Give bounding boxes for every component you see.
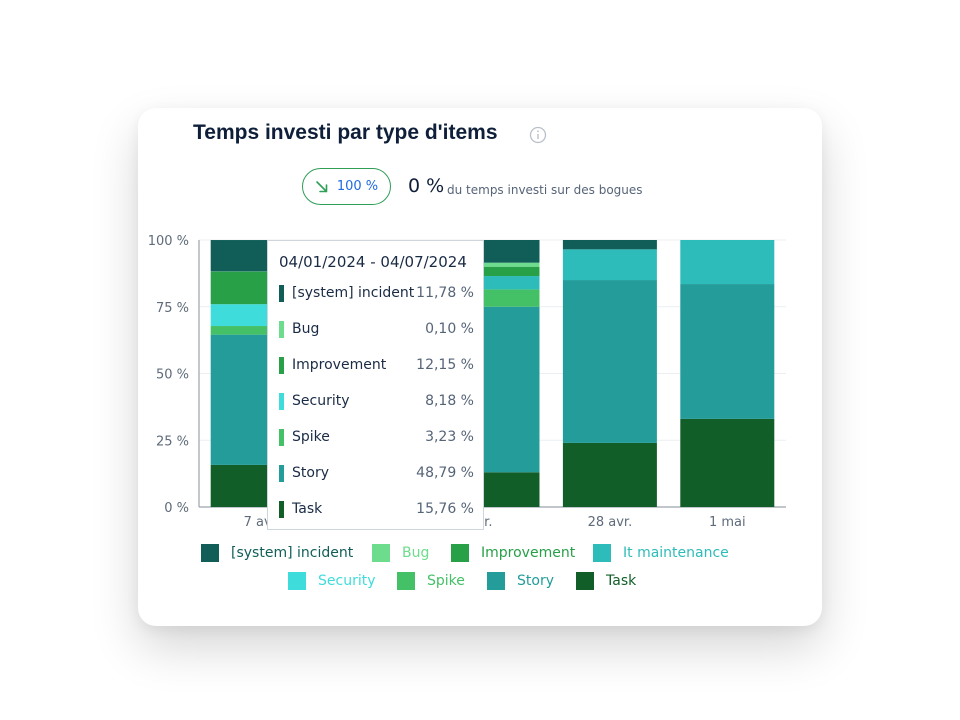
tooltip-series-value: 8,18 % bbox=[425, 393, 474, 409]
tooltip-series-name: Story bbox=[292, 465, 329, 481]
bar-segment bbox=[680, 418, 775, 507]
y-tick-label: 50 % bbox=[156, 368, 189, 383]
legend-label: Story bbox=[517, 573, 554, 589]
legend-swatch bbox=[593, 544, 611, 562]
tooltip-row: Bug 0,10 % bbox=[279, 321, 474, 339]
legend-swatch bbox=[487, 572, 505, 590]
info-icon[interactable] bbox=[529, 126, 547, 144]
trend-badge: 100 % bbox=[302, 168, 391, 205]
y-tick-label: 25 % bbox=[156, 434, 189, 449]
legend-label: Task bbox=[606, 573, 637, 589]
tooltip-row: Security 8,18 % bbox=[279, 393, 474, 411]
x-tick-label: 7 av bbox=[244, 515, 272, 530]
bar-segment bbox=[445, 266, 540, 277]
tooltip-series-value: 12,15 % bbox=[416, 357, 474, 373]
legend-swatch bbox=[451, 544, 469, 562]
chart-tooltip: 04/01/2024 - 04/07/2024 [system] inciden… bbox=[267, 240, 484, 530]
tooltip-row: [system] incident 11,78 % bbox=[279, 285, 474, 303]
legend-label: Spike bbox=[427, 573, 465, 589]
tooltip-series-value: 48,79 % bbox=[416, 465, 474, 481]
tooltip-series-name: Security bbox=[292, 393, 350, 409]
bar-segment bbox=[210, 326, 305, 335]
legend-swatch bbox=[372, 544, 390, 562]
trend-percentage: 100 % bbox=[336, 179, 379, 194]
x-tick-label: 28 avr. bbox=[588, 515, 633, 530]
tooltip-series-value: 3,23 % bbox=[425, 429, 474, 445]
card-title: Temps investi par type d'items bbox=[193, 121, 498, 144]
tooltip-series-name: Spike bbox=[292, 429, 330, 445]
legend-label: Security bbox=[318, 573, 376, 589]
y-tick-label: 75 % bbox=[156, 301, 189, 316]
tooltip-date-range: 04/01/2024 - 04/07/2024 bbox=[279, 253, 467, 271]
bug-percentage: 0 % bbox=[408, 175, 445, 197]
bar-segment bbox=[562, 249, 657, 281]
bug-caption: du temps investi sur des bogues bbox=[447, 183, 643, 197]
tooltip-series-name: Task bbox=[292, 501, 323, 517]
tooltip-series-value: 0,10 % bbox=[425, 321, 474, 337]
legend-swatch bbox=[397, 572, 415, 590]
bar-segment bbox=[445, 262, 540, 267]
bar-segment bbox=[680, 240, 775, 285]
arrow-down-right-icon bbox=[316, 180, 328, 192]
tooltip-swatch bbox=[279, 501, 284, 518]
tooltip-row: Improvement 12,15 % bbox=[279, 357, 474, 375]
bar-segment bbox=[562, 240, 657, 250]
bar-segment bbox=[562, 280, 657, 443]
legend-label: [system] incident bbox=[231, 545, 354, 561]
legend-label: Improvement bbox=[481, 545, 576, 561]
legend-label: Bug bbox=[402, 545, 430, 561]
x-tick-label: 1 mai bbox=[709, 515, 746, 530]
tooltip-series-value: 11,78 % bbox=[416, 285, 474, 301]
legend-swatch bbox=[288, 572, 306, 590]
tooltip-swatch bbox=[279, 465, 284, 482]
tooltip-series-name: [system] incident bbox=[292, 285, 415, 301]
bar-segment bbox=[680, 284, 775, 419]
tooltip-series-name: Improvement bbox=[292, 357, 387, 373]
tooltip-series-value: 15,76 % bbox=[416, 501, 474, 517]
tooltip-swatch bbox=[279, 357, 284, 374]
tooltip-row: Task 15,76 % bbox=[279, 501, 474, 519]
tooltip-row: Story 48,79 % bbox=[279, 465, 474, 483]
y-tick-label: 100 % bbox=[148, 234, 189, 249]
tooltip-row: Spike 3,23 % bbox=[279, 429, 474, 447]
y-tick-label: 0 % bbox=[164, 501, 189, 516]
legend-swatch bbox=[201, 544, 219, 562]
tooltip-swatch bbox=[279, 321, 284, 338]
tooltip-series-name: Bug bbox=[292, 321, 320, 337]
legend-label: It maintenance bbox=[623, 545, 729, 561]
legend-swatch bbox=[576, 572, 594, 590]
tooltip-swatch bbox=[279, 285, 284, 302]
tooltip-swatch bbox=[279, 393, 284, 410]
tooltip-swatch bbox=[279, 429, 284, 446]
bar-segment bbox=[562, 442, 657, 507]
